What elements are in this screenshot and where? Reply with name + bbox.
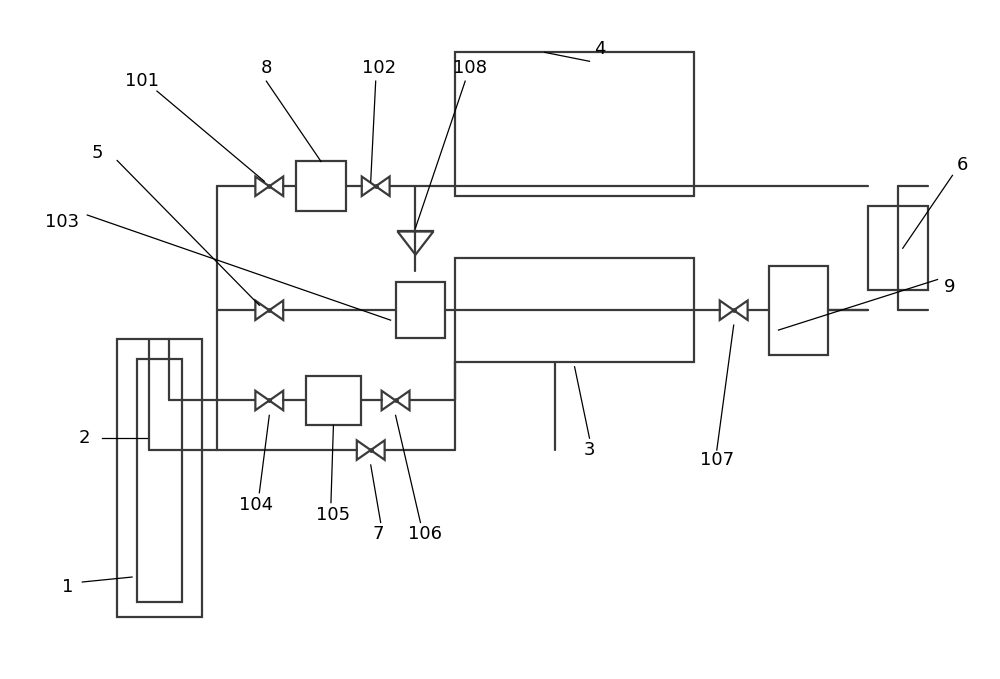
Polygon shape (734, 301, 748, 320)
Text: 106: 106 (408, 526, 442, 543)
Bar (137, 359, 182, 602)
Polygon shape (255, 301, 269, 320)
Text: 5: 5 (92, 143, 103, 162)
Text: 108: 108 (453, 59, 487, 77)
Polygon shape (720, 301, 734, 320)
Bar (769, 265, 828, 355)
Bar (296, 162, 346, 211)
Text: 104: 104 (239, 496, 273, 513)
Bar (306, 375, 361, 425)
Text: 8: 8 (261, 59, 272, 77)
Text: 6: 6 (957, 156, 968, 175)
Polygon shape (362, 177, 376, 196)
Text: 102: 102 (362, 59, 396, 77)
Polygon shape (396, 391, 410, 410)
Polygon shape (376, 177, 390, 196)
Text: 107: 107 (700, 451, 734, 469)
Polygon shape (357, 441, 371, 460)
Bar (455, 257, 694, 362)
Polygon shape (255, 391, 269, 410)
Polygon shape (382, 391, 396, 410)
Polygon shape (269, 301, 283, 320)
Polygon shape (269, 391, 283, 410)
Text: 7: 7 (373, 526, 384, 543)
Text: 1: 1 (62, 578, 73, 596)
Bar (396, 282, 445, 338)
Text: 101: 101 (125, 72, 159, 90)
Text: 103: 103 (45, 213, 80, 231)
Polygon shape (398, 232, 433, 255)
Polygon shape (255, 177, 269, 196)
Polygon shape (269, 177, 283, 196)
Text: 105: 105 (316, 506, 350, 524)
Text: 4: 4 (594, 40, 605, 58)
Text: 2: 2 (79, 429, 90, 447)
Text: 9: 9 (944, 278, 955, 297)
Bar (868, 206, 928, 291)
Polygon shape (371, 441, 385, 460)
Bar (117, 339, 202, 617)
Text: 3: 3 (584, 441, 595, 459)
Bar (455, 52, 694, 196)
